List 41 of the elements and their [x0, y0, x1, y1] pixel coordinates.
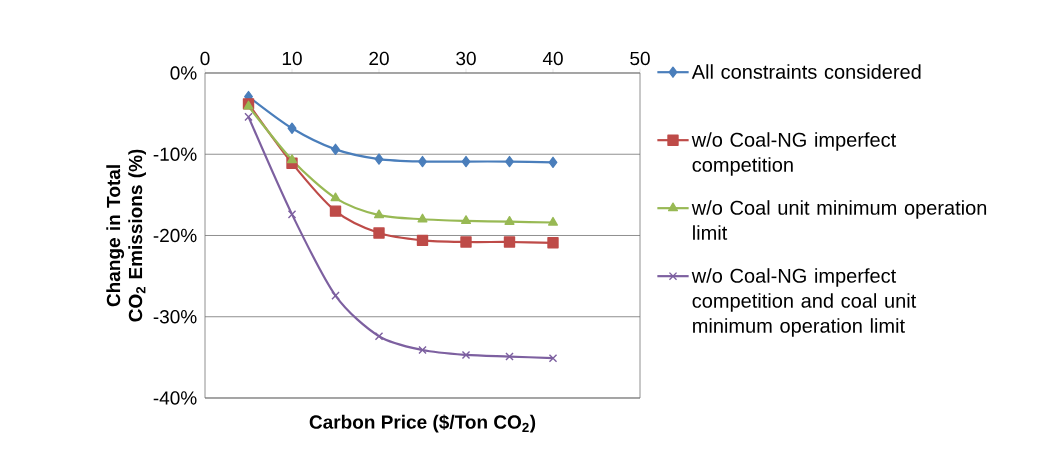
point: [373, 209, 385, 219]
x-tick-label: 0: [200, 51, 210, 66]
point: [460, 236, 472, 248]
point: [374, 153, 384, 165]
point: [374, 332, 384, 341]
point: [417, 213, 428, 223]
point: [504, 215, 515, 225]
x-axis-title: Carbon Price ($/Ton CO$_{2}$): [309, 414, 536, 433]
x-tick-label: 20: [369, 51, 389, 66]
x-tick-label: 30: [456, 51, 476, 66]
point: [416, 234, 429, 247]
y-tick-label: -20%: [153, 228, 197, 243]
point: [287, 122, 297, 134]
point: [460, 215, 472, 225]
point: [418, 345, 427, 355]
point: [547, 216, 559, 226]
x-tick-label: 50: [630, 51, 650, 66]
y-tick-label: -40%: [153, 391, 197, 405]
legend-label: All constraints considered: [691, 64, 921, 79]
point: [329, 205, 342, 217]
point: [331, 291, 340, 300]
y-tick-label: 0%: [170, 66, 197, 80]
x-tick-label: 10: [282, 51, 302, 66]
y-tick-label: -10%: [153, 147, 197, 161]
point: [547, 237, 559, 249]
point: [548, 156, 558, 169]
point: [244, 112, 253, 122]
point: [330, 192, 341, 202]
point: [461, 350, 471, 360]
point: [503, 236, 516, 248]
point: [286, 154, 298, 164]
point: [548, 353, 558, 363]
point: [373, 227, 385, 239]
legend-label: w/o Coal unit minimum operation limit: [691, 200, 987, 240]
point: [505, 352, 514, 361]
x-tick-label: 40: [542, 51, 563, 66]
legend-label: w/o Coal-NG imperfect competition and coal unit minimum operation limit: [691, 268, 917, 337]
point: [461, 155, 471, 168]
y-tick-label: -30%: [153, 310, 197, 324]
legend-label: w/o Coal-NG imperfect competition: [691, 132, 897, 176]
point: [287, 210, 297, 219]
